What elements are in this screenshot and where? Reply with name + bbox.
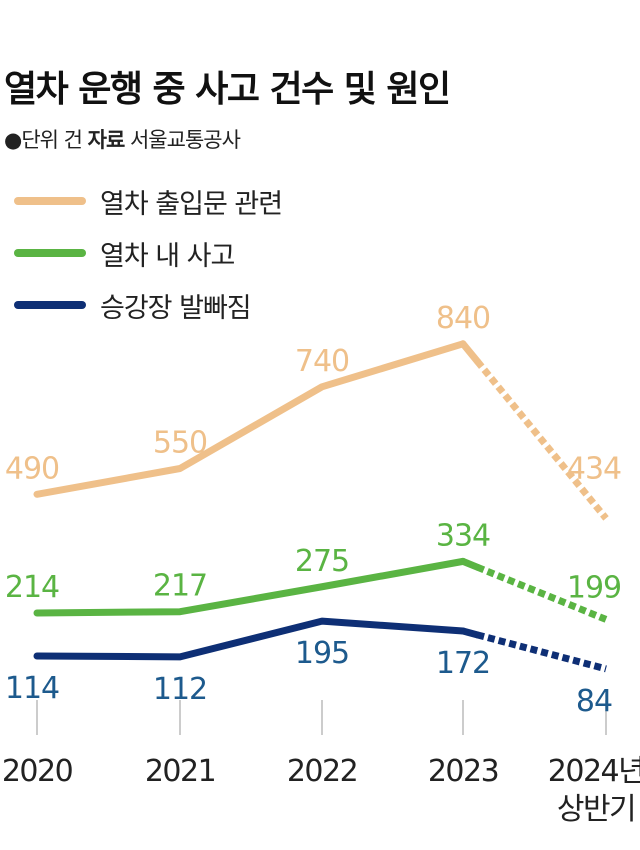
x-tick-label: 2022 (287, 754, 357, 789)
source-label: 자료 (87, 128, 126, 152)
data-label: 275 (295, 544, 349, 579)
unit-label: 단위 건 (21, 128, 83, 152)
x-tick-label: 2024년 (548, 754, 640, 789)
data-label: 84 (576, 684, 612, 719)
data-label: 114 (5, 671, 59, 706)
series-line (459, 557, 481, 571)
data-label: 214 (5, 570, 59, 605)
data-label: 199 (567, 570, 621, 605)
legend-label: 열차 내 사고 (100, 240, 235, 272)
series-dashed-line (474, 359, 609, 521)
series-line (459, 627, 481, 639)
series-dashed-line (475, 563, 608, 623)
legend-item: 열차 내 사고 (14, 227, 282, 279)
data-label: 172 (436, 646, 490, 681)
data-label: 550 (153, 426, 207, 461)
legend: 열차 출입문 관련 열차 내 사고 승강장 발빠짐 (14, 175, 283, 331)
data-label: 490 (5, 451, 59, 486)
series-line (33, 557, 467, 617)
legend-swatch (14, 301, 86, 309)
series-dashed-line (476, 631, 607, 673)
data-label: 217 (153, 569, 207, 604)
chart-title: 열차 운행 중 사고 건수 및 원인 (4, 69, 451, 110)
bullet: ● (4, 128, 22, 152)
legend-swatch (14, 249, 86, 257)
x-tick-label: 상반기 (557, 792, 635, 827)
data-label: 840 (436, 301, 490, 336)
source: 서울교통공사 (129, 128, 241, 152)
series-line (33, 340, 467, 498)
series-line (459, 340, 481, 365)
legend-item: 열차 출입문 관련 (14, 175, 283, 227)
x-tick-label: 2020 (2, 754, 73, 789)
legend-swatch (14, 197, 86, 205)
legend-label: 열차 출입문 관련 (100, 188, 283, 220)
data-label: 195 (295, 636, 349, 671)
x-tick-label: 2023 (428, 754, 498, 789)
data-label: 112 (153, 672, 207, 707)
series-line (33, 617, 467, 661)
data-label: 334 (436, 518, 490, 553)
x-tick-label: 2021 (145, 754, 215, 789)
legend-item: 승강장 발빠짐 (14, 279, 282, 331)
legend-label: 승강장 발빠짐 (100, 292, 252, 324)
data-label: 740 (295, 344, 349, 379)
data-label: 434 (567, 451, 621, 486)
chart-subtitle: ●단위 건 자료 서울교통공사 (4, 124, 241, 154)
